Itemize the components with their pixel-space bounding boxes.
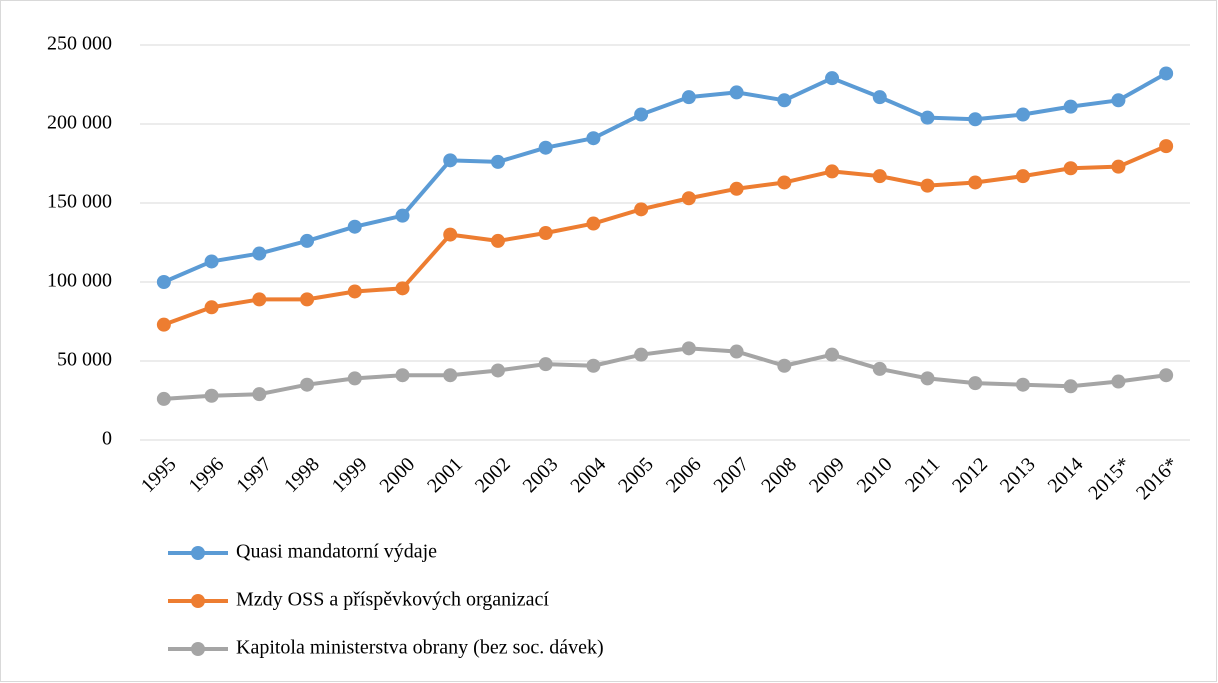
point: [968, 112, 983, 127]
point: [825, 347, 840, 362]
point: [681, 341, 696, 356]
point: [347, 219, 362, 234]
point: [538, 226, 553, 241]
point: [681, 191, 696, 206]
y-tick-label: 100 000: [47, 270, 112, 292]
series-line: [163, 71, 1168, 284]
point: [347, 284, 362, 299]
point: [300, 233, 315, 248]
point: [1015, 377, 1030, 392]
point: [300, 292, 315, 307]
point: [634, 107, 649, 122]
legend-marker: [191, 594, 205, 608]
legend-marker: [191, 642, 205, 656]
point: [300, 377, 315, 392]
point: [490, 154, 505, 169]
point: [204, 300, 219, 315]
point: [490, 363, 505, 378]
point: [1159, 368, 1174, 383]
point: [443, 368, 458, 383]
y-tick-label: 200 000: [47, 112, 112, 134]
y-tick-label: 0: [102, 428, 112, 450]
point: [920, 371, 935, 386]
series-line: [163, 346, 1167, 401]
point: [872, 361, 887, 376]
y-tick-label: 250 000: [47, 33, 112, 55]
point: [586, 358, 601, 373]
point: [729, 181, 744, 196]
point: [1015, 169, 1030, 184]
point: [490, 233, 505, 248]
point: [156, 275, 171, 289]
point: [729, 344, 744, 359]
point: [634, 202, 649, 217]
point: [395, 281, 410, 296]
point: [825, 71, 840, 86]
legend-label: Kapitola ministerstva obrany (bez soc. d…: [236, 637, 604, 659]
point: [1063, 161, 1078, 176]
point: [1111, 374, 1126, 389]
point: [538, 357, 553, 372]
y-tick-label: 150 000: [47, 191, 112, 213]
point: [920, 110, 935, 125]
point: [777, 358, 792, 373]
point: [204, 388, 219, 403]
legend-label: Mzdy OSS a příspěvkových organizací: [236, 589, 549, 611]
legend-label: Quasi mandatorní výdaje: [236, 541, 437, 563]
y-tick-label: 50 000: [57, 349, 112, 371]
point: [538, 140, 553, 155]
point: [968, 175, 983, 190]
point: [395, 368, 410, 383]
point: [252, 292, 267, 307]
point: [586, 216, 601, 231]
point: [920, 178, 935, 193]
point: [443, 153, 458, 168]
point: [443, 227, 458, 242]
point: [1111, 159, 1126, 174]
point: [252, 246, 267, 261]
point: [1111, 93, 1126, 108]
point: [395, 208, 410, 223]
point: [156, 317, 171, 332]
point: [1159, 139, 1174, 154]
point: [825, 164, 840, 179]
legend-marker: [191, 546, 205, 560]
point: [968, 376, 983, 391]
point: [586, 131, 601, 146]
point: [1015, 107, 1030, 122]
point: [777, 93, 792, 108]
point: [204, 254, 219, 269]
point: [872, 90, 887, 105]
point: [252, 387, 267, 402]
series-line: [163, 144, 1167, 327]
point: [1063, 99, 1078, 114]
point: [729, 85, 744, 100]
point: [777, 175, 792, 190]
point: [1159, 66, 1174, 81]
point: [681, 90, 696, 105]
point: [872, 169, 887, 184]
point: [156, 391, 171, 406]
point: [1063, 379, 1078, 394]
point: [634, 347, 649, 362]
point: [347, 371, 362, 386]
